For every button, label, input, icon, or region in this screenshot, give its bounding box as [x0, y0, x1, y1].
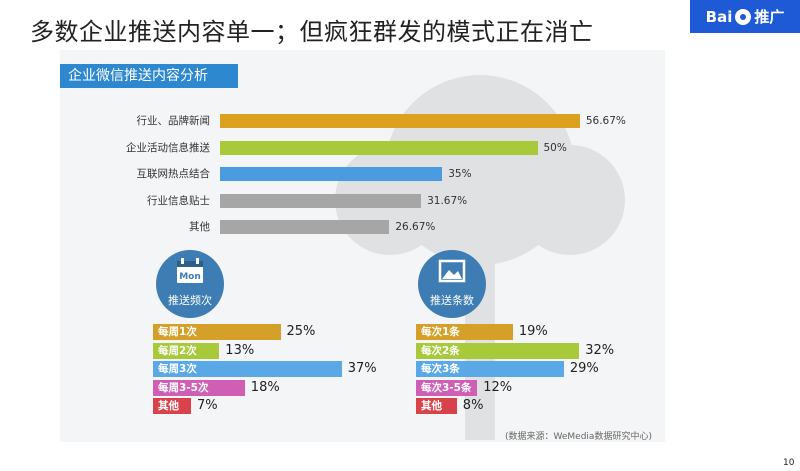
- bar: [220, 140, 538, 155]
- logo-suffix: 推广: [754, 8, 785, 26]
- push-frequency-title: 推送频次: [168, 294, 212, 307]
- small-bar-category-label: 每周3次: [158, 363, 197, 375]
- small-bar-value-label: 12%: [483, 379, 513, 395]
- bar-category-label: 互联网热点结合: [136, 168, 211, 180]
- bar-row: 行业、品牌新闻 56.67%: [60, 113, 665, 129]
- small-bar: [153, 342, 220, 359]
- baidu-logo: Bai 推广: [690, 0, 800, 33]
- section-header: 企业微信推送内容分析: [60, 64, 238, 88]
- bar: [220, 193, 422, 208]
- small-bar-category-label: 每周3-5次: [158, 381, 209, 394]
- small-bar-row: 每次3条 29%: [416, 361, 666, 377]
- bar-value-label: 31.67%: [427, 194, 468, 207]
- small-bar-row: 每周3次 37%: [153, 361, 403, 377]
- small-bar-value-label: 32%: [585, 342, 615, 358]
- small-bar: [416, 379, 478, 396]
- small-bar-row: 每次3-5条 12%: [416, 379, 666, 396]
- small-bar-value-label: 8%: [462, 398, 484, 413]
- data-source: (数据来源：WeMedia数据研究中心): [505, 432, 652, 442]
- page-number: 10: [783, 458, 795, 468]
- small-bar-row: 每周2次 13%: [153, 342, 403, 359]
- small-bar-value-label: 37%: [347, 361, 377, 376]
- small-bar: [416, 342, 580, 359]
- small-bar-category-label: 每次3-5条: [421, 381, 472, 394]
- small-bar-value-label: 18%: [250, 379, 280, 395]
- small-bar-row: 每周3-5次 18%: [153, 379, 403, 396]
- small-bar-category-label: 每次3条: [421, 363, 460, 375]
- bar-value-label: 56.67%: [585, 115, 626, 127]
- bar: [220, 167, 443, 181]
- small-bar: [153, 379, 245, 396]
- push-count-chart: 每次1条 19% 每次2条 32% 每次3条 29% 每次3-5条 12% 其他 8%: [416, 324, 666, 416]
- bar-value-label: 26.67%: [395, 221, 436, 233]
- bar-row: 企业活动信息推送 50%: [60, 140, 665, 156]
- small-bar: [416, 324, 513, 340]
- small-bar-category-label: 每次2条: [421, 344, 460, 357]
- bar-category-label: 行业、品牌新闻: [136, 115, 211, 127]
- bar-row: 互联网热点结合 35%: [60, 166, 665, 182]
- small-bar: [153, 398, 191, 414]
- picture-icon: [438, 259, 466, 283]
- small-bar-value-label: 19%: [518, 324, 548, 339]
- small-bar-row: 每次1条 19%: [416, 324, 666, 340]
- small-bar: [153, 324, 281, 340]
- small-bar-category-label: 每周2次: [158, 344, 197, 357]
- bar-category-label: 行业信息贴士: [147, 194, 210, 207]
- calendar-icon-text: Mon: [179, 272, 201, 282]
- bar: [220, 220, 390, 234]
- small-bar: [416, 361, 564, 377]
- small-bar-value-label: 25%: [286, 324, 316, 339]
- small-bar: [153, 361, 342, 377]
- page-title: 多数企业推送内容单一；但疯狂群发的模式正在消亡: [30, 18, 594, 46]
- small-bar: [416, 398, 457, 414]
- logo-text: Bai: [705, 7, 733, 26]
- bar-row: 其他 26.67%: [60, 219, 665, 235]
- content-analysis-chart: 行业、品牌新闻 56.67% 企业活动信息推送 50% 互联网热点结合 35% 行业信息贴士…: [60, 105, 665, 250]
- push-frequency-chart: 每周1次 25% 每周2次 13% 每周3次 37% 每周3-5次 18% 其他 7%: [153, 324, 403, 416]
- small-bar-row: 每周1次 25%: [153, 324, 403, 340]
- bar-category-label: 企业活动信息推送: [126, 141, 210, 154]
- small-bar-category-label: 每周1次: [158, 326, 197, 338]
- calendar-icon: Mon: [177, 258, 203, 283]
- push-count-title: 推送条数: [430, 294, 474, 307]
- push-count-badge: 推送条数: [418, 250, 486, 318]
- small-bar-row: 其他 7%: [153, 398, 403, 414]
- bar-value-label: 50%: [543, 141, 567, 154]
- small-bar-row: 每次2条 32%: [416, 342, 666, 359]
- paw-icon: [735, 8, 752, 25]
- small-bar-row: 其他 8%: [416, 398, 666, 414]
- small-bar-category-label: 其他: [421, 400, 442, 412]
- small-bar-value-label: 29%: [569, 361, 599, 376]
- bar: [220, 114, 580, 128]
- push-frequency-badge: Mon 推送频次: [156, 250, 224, 318]
- bar-row: 行业信息贴士 31.67%: [60, 193, 665, 209]
- bar-category-label: 其他: [189, 221, 210, 233]
- small-bar-category-label: 每次1条: [421, 326, 460, 338]
- small-bar-value-label: 13%: [225, 342, 255, 358]
- bar-value-label: 35%: [448, 168, 472, 180]
- small-bar-value-label: 7%: [197, 398, 218, 413]
- small-bar-category-label: 其他: [158, 400, 179, 412]
